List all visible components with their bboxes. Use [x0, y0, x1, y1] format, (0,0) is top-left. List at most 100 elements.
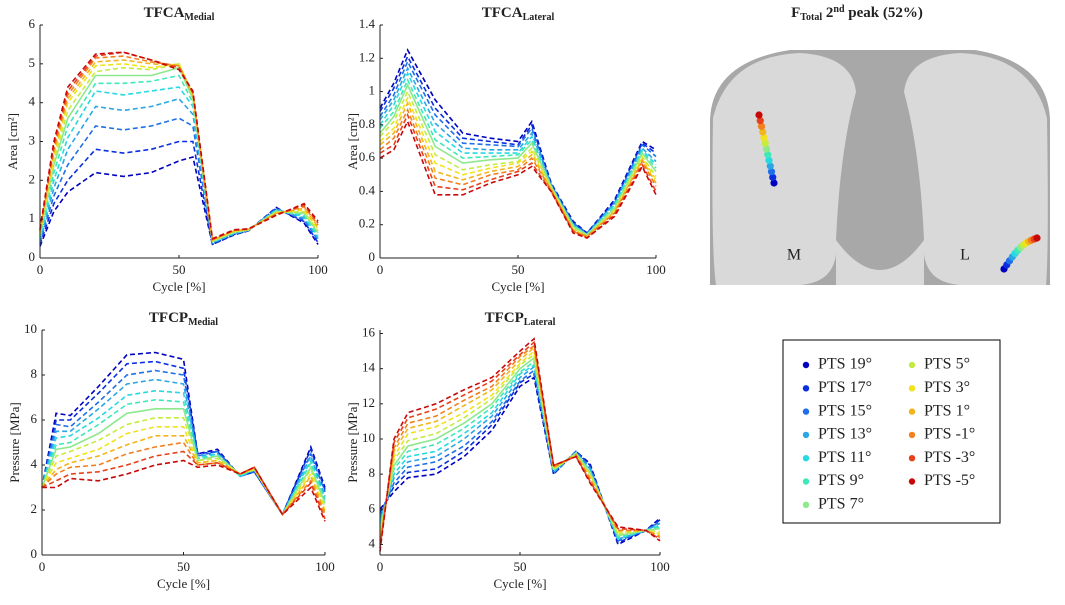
legend-label: PTS 11° [818, 449, 871, 466]
medial-condyle [712, 53, 856, 285]
series-line [379, 89, 657, 238]
title-part: nd [833, 4, 845, 15]
y-tick-label: 0 [29, 249, 36, 264]
title-part: Total [800, 12, 822, 23]
tibia-front [836, 240, 924, 285]
medial-contact-point [764, 151, 772, 159]
series-line [379, 101, 657, 238]
y-tick-label: 2 [31, 501, 38, 516]
legend-marker [908, 431, 916, 439]
y-tick-label: 16 [362, 325, 376, 340]
series-line [41, 351, 326, 517]
legend-label: PTS -1° [924, 426, 975, 443]
medial-contact-point [757, 122, 766, 130]
legend-label: PTS 15° [818, 402, 872, 419]
title-main: TFCA [482, 5, 523, 21]
title-subscript: Medial [184, 12, 214, 23]
y-tick-label: 0 [369, 249, 376, 264]
x-tick-label: 100 [646, 262, 666, 277]
series-line [379, 337, 661, 552]
x-axis-label: Cycle [%] [493, 576, 546, 591]
series-line [379, 365, 661, 541]
chart-title: TFCPMedial [149, 310, 218, 328]
legend-label: PTS 13° [818, 426, 872, 443]
y-tick-label: 12 [362, 395, 375, 410]
legend-label: PTS 3° [924, 379, 970, 396]
y-tick-label: 6 [369, 500, 376, 515]
legend-marker [802, 408, 810, 415]
series-line [379, 360, 661, 539]
legend-label: PTS -5° [924, 472, 975, 489]
series-line [379, 368, 661, 542]
series-line [379, 346, 661, 542]
x-axis-label: Cycle [%] [157, 576, 210, 591]
y-axis-label: Area [cm²] [345, 113, 360, 170]
lateral-label: L [960, 247, 970, 264]
medial-contact-point [760, 134, 768, 142]
medial-contact-point [759, 128, 767, 136]
legend-box [782, 339, 1001, 524]
x-axis-label: Cycle [%] [491, 279, 544, 294]
x-tick-label: 0 [377, 262, 384, 277]
series-line [379, 349, 661, 538]
medial-contact-point [767, 168, 776, 176]
series-line [379, 340, 661, 549]
medial-contact-point [770, 179, 778, 187]
series-line [379, 356, 661, 537]
series-line [39, 86, 319, 244]
legend-label: PTS 1° [924, 402, 970, 419]
series-line [39, 59, 319, 242]
title-main: TFCP [149, 310, 188, 326]
series-line [39, 156, 319, 247]
medial-contact-point [766, 162, 774, 170]
legend-marker [802, 385, 810, 392]
series-line [39, 97, 319, 244]
series-line [379, 112, 657, 239]
title-subscript: Lateral [523, 12, 555, 23]
y-tick-label: 5 [29, 55, 36, 70]
y-tick-label: 1.4 [359, 16, 376, 31]
title-subscript: Lateral [524, 317, 556, 328]
y-axis-label: Area [cm²] [5, 113, 20, 170]
y-tick-label: 4 [29, 94, 36, 109]
y-tick-label: 0.4 [359, 182, 376, 197]
series-line [379, 344, 661, 545]
x-tick-label: 50 [177, 559, 190, 574]
series-line [39, 74, 319, 243]
legend-marker [802, 455, 810, 462]
title-part: peak (52%) [845, 5, 923, 21]
series-line [41, 369, 326, 517]
series-line [39, 117, 319, 245]
x-tick-label: 50 [173, 262, 186, 277]
y-tick-label: 8 [369, 465, 376, 480]
legend-marker [908, 455, 916, 462]
x-tick-label: 0 [39, 559, 46, 574]
series-line [379, 77, 657, 236]
y-tick-label: 14 [362, 360, 376, 375]
series-line [379, 48, 657, 235]
x-tick-label: 0 [377, 559, 384, 574]
series-line [39, 140, 319, 246]
y-tick-label: 0.6 [359, 149, 376, 164]
y-tick-label: 4 [369, 535, 376, 550]
title-part: F [791, 5, 800, 21]
legend-marker [802, 361, 810, 369]
series-line [379, 71, 657, 236]
chart-title: TFCAMedial [144, 5, 215, 23]
x-axis-label: Cycle [%] [152, 279, 205, 294]
legend-label: PTS 5° [924, 356, 970, 373]
x-tick-label: 100 [650, 559, 670, 574]
y-tick-label: 1 [29, 210, 36, 225]
y-tick-label: 4 [31, 456, 38, 471]
medial-contact-point [765, 156, 773, 164]
title-main: TFCP [485, 310, 524, 326]
medial-contact-point [761, 139, 769, 147]
series-line [379, 82, 657, 236]
legend-label: PTS 9° [818, 472, 864, 489]
y-tick-label: 6 [31, 411, 38, 426]
series-line [42, 459, 326, 522]
series-line [379, 363, 661, 541]
x-tick-label: 100 [308, 262, 328, 277]
y-tick-label: 0 [31, 546, 38, 561]
x-tick-label: 100 [315, 559, 335, 574]
